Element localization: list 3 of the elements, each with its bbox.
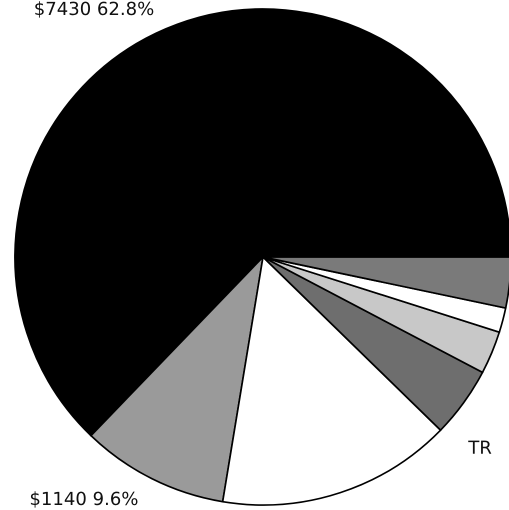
data-label: $7430 62.8% [35, 1, 154, 18]
data-label: $1140 9.6% [30, 491, 138, 508]
text: TR [468, 440, 492, 454]
